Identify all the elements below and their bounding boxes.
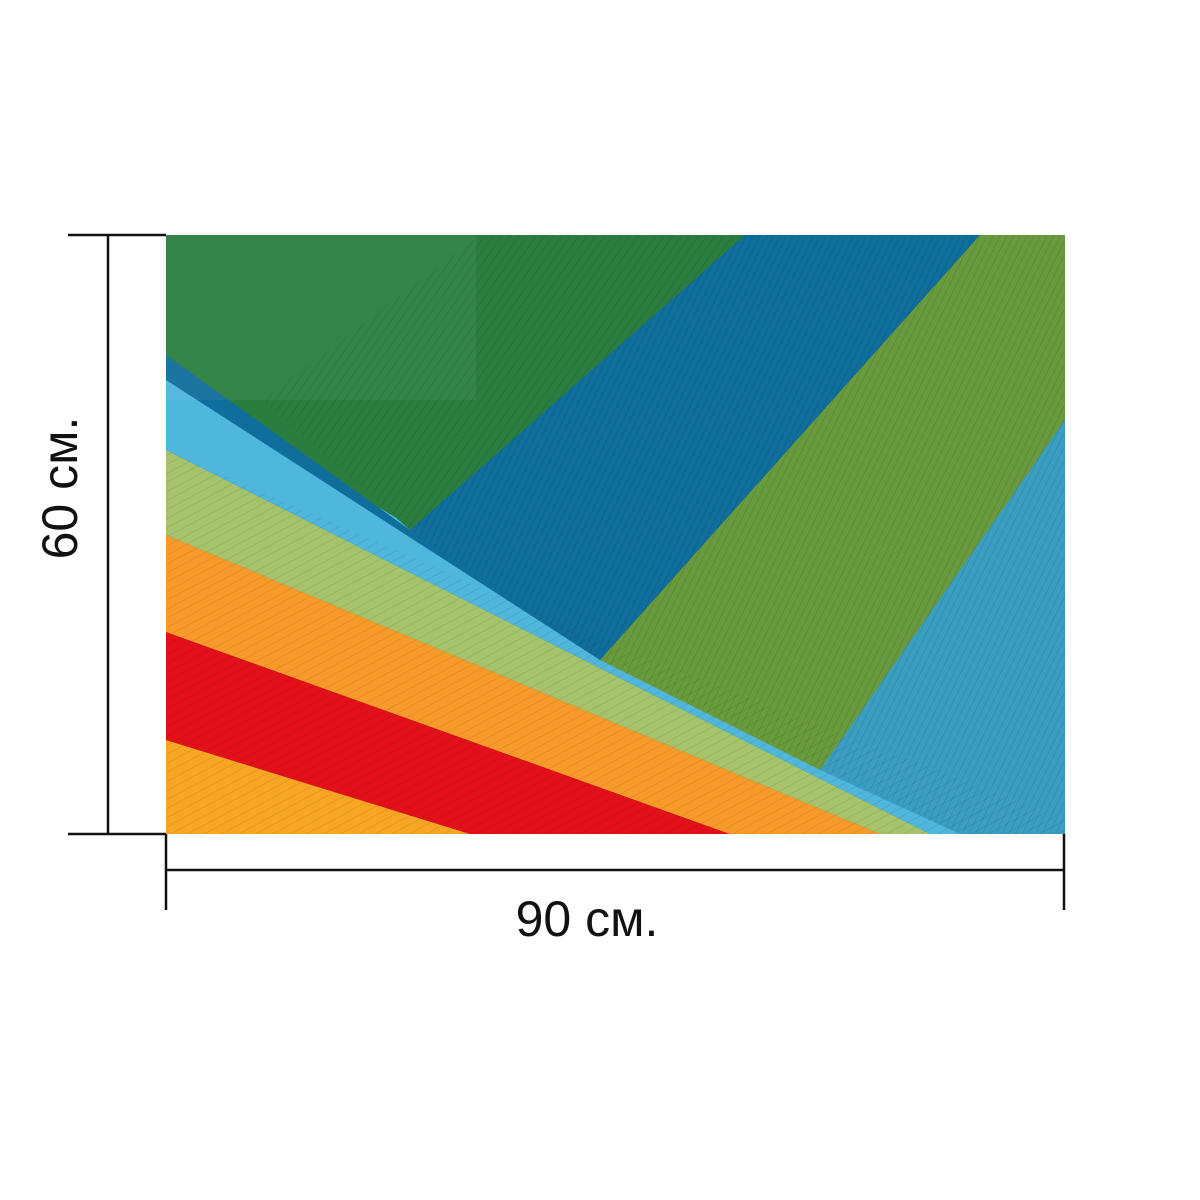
height-dimension: 60 см. bbox=[32, 233, 166, 836]
paper-edges-middle bbox=[410, 235, 1065, 834]
paper-stack-photo bbox=[166, 235, 1065, 834]
height-label: 60 см. bbox=[32, 417, 88, 560]
width-label: 90 см. bbox=[516, 891, 659, 947]
paper-edges-upper bbox=[262, 235, 745, 530]
paper-top-sheet bbox=[166, 235, 476, 400]
width-dimension: 90 см. bbox=[164, 834, 1066, 947]
